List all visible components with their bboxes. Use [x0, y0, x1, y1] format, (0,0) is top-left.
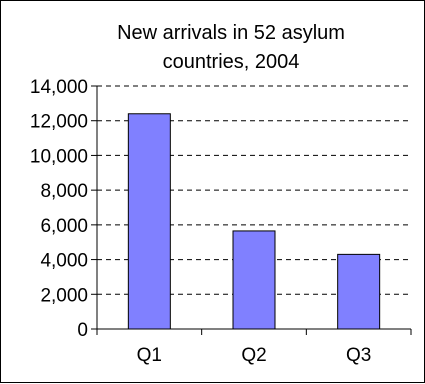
y-tick-label: 2,000	[40, 285, 88, 306]
x-axis: Q1 Q2 Q3	[96, 328, 412, 366]
y-tick-label: 0	[77, 320, 88, 341]
x-tick-label: Q2	[241, 345, 266, 366]
x-tick-label: Q3	[346, 345, 371, 366]
chart-title-line-2: countries, 2004	[163, 51, 300, 73]
y-tick-label: 8,000	[40, 181, 88, 202]
chart-title-line-1: New arrivals in 52 asylum	[117, 22, 345, 44]
bar-q2	[232, 230, 276, 330]
y-axis: 0 2,000 4,000 6,000 8,000 10,000 12,000 14,000	[30, 77, 98, 341]
y-tick-label: 14,000	[30, 77, 88, 98]
bar-q1	[127, 113, 171, 330]
y-tick-label: 6,000	[40, 216, 88, 237]
bar-q3	[337, 253, 381, 330]
x-tick-label: Q1	[137, 345, 162, 366]
bars	[127, 113, 381, 330]
y-tick-label: 10,000	[30, 146, 88, 167]
y-tick-label: 4,000	[40, 251, 88, 272]
y-tick-label: 12,000	[30, 112, 88, 133]
